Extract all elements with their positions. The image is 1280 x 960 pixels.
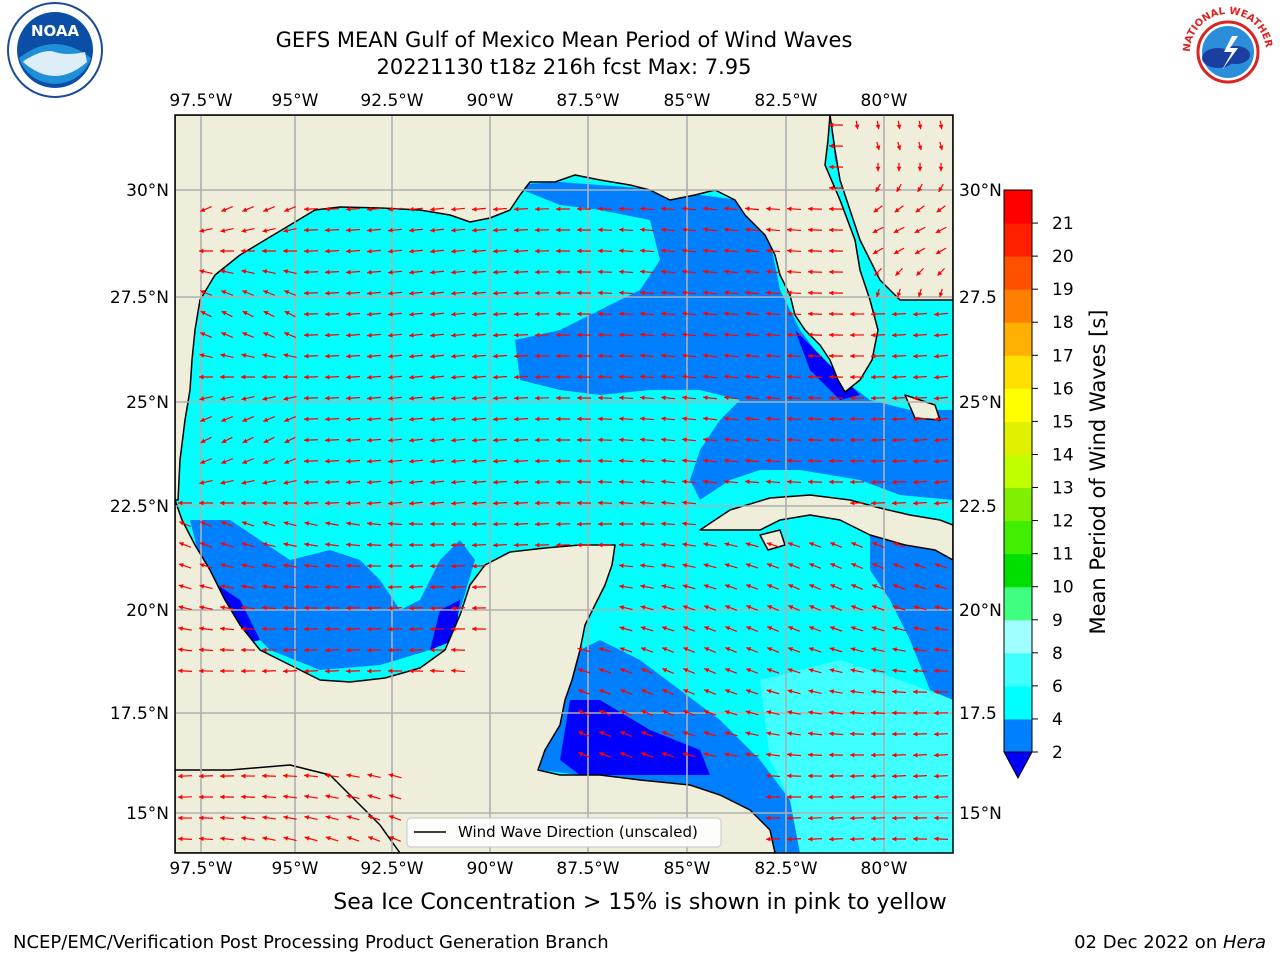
colorbar-tick-label: 19: [1052, 280, 1074, 300]
lon-label-top: 95°W: [272, 91, 319, 111]
contour-2-4s-yucatan-channel: [870, 530, 953, 700]
credit-date: 02 Dec 2022 on: [1074, 932, 1223, 953]
lat-label-left: 30°N: [126, 181, 169, 201]
colorbar-tick-label: 9: [1052, 611, 1063, 631]
lat-label-left: 27.5°N: [110, 288, 169, 308]
colorbar-segment: [1004, 355, 1032, 389]
colorbar: 2 4 6 8 9 10 11 12 13 14 15 16 17 18 19 20 21: [1003, 189, 1074, 780]
lat-label-left: 17.5°N: [110, 704, 169, 724]
lon-label-bottom: 80°W: [861, 859, 908, 879]
lon-label-top: 87.5°W: [556, 91, 619, 111]
colorbar-segment: [1004, 586, 1032, 621]
colorbar-extend-arrow: [1003, 751, 1033, 780]
colorbar-segment: [1004, 223, 1032, 257]
lon-label-bottom: 92.5°W: [360, 859, 423, 879]
colorbar-segment: [1004, 520, 1032, 555]
lon-label-bottom: 90°W: [467, 859, 514, 879]
colorbar-tick-label: 10: [1052, 578, 1074, 598]
colorbar-segment: [1004, 553, 1032, 588]
contour-2-4s-bay-of-campeche: [190, 520, 475, 670]
colorbar-tick-label: 20: [1052, 247, 1074, 267]
credit-date-host: 02 Dec 2022 on Hera: [1074, 932, 1266, 953]
lat-label-right: 15°N: [959, 804, 1002, 824]
colorbar-segment: [1004, 652, 1032, 687]
lat-label-right: 17.5: [959, 704, 997, 724]
lon-label-bottom: 87.5°W: [556, 859, 619, 879]
lat-label-left: 15°N: [126, 804, 169, 824]
lat-label-left: 22.5°N: [110, 497, 169, 517]
legend-label: Wind Wave Direction (unscaled): [458, 823, 698, 841]
colorbar-segment: [1004, 322, 1032, 356]
chart-title-line-2: 20221130 t18z 216h fcst Max: 7.95: [376, 55, 752, 79]
colorbar-tick-label: 4: [1052, 710, 1063, 730]
colorbar-tick-label: 17: [1052, 346, 1074, 366]
lat-label-left: 25°N: [126, 393, 169, 413]
nws-logo: NATIONAL WEATHER SERVICE: [1178, 0, 1275, 97]
land-cuba: [699, 494, 953, 561]
lon-label-top: 82.5°W: [754, 91, 817, 111]
lat-label-right: 25°N: [959, 393, 1002, 413]
lon-label-top: 85°W: [664, 91, 711, 111]
contour-2-4s-eastern-gulf: [510, 182, 953, 500]
colorbar-frame: [1003, 189, 1033, 753]
map-gridlines: [175, 115, 953, 853]
colorbar-tick-label: 21: [1052, 214, 1074, 234]
colorbar-tick-label: 15: [1052, 412, 1074, 432]
colorbar-segment: [1004, 454, 1032, 489]
colorbar-tick-label: 8: [1052, 644, 1063, 664]
lon-label-bottom: 97.5°W: [169, 859, 232, 879]
wind-direction-legend: Wind Wave Direction (unscaled): [406, 817, 722, 848]
noaa-logo-text: NOAA: [31, 22, 80, 40]
land-mexico-central-america: [175, 499, 776, 853]
lon-label-bottom: 82.5°W: [754, 859, 817, 879]
colorbar-tick-label: 14: [1052, 445, 1074, 465]
contour-2-4s-caribbean: [540, 640, 953, 853]
contour-6-8s-caribbean: [760, 660, 953, 853]
colorbar-segment: [1004, 289, 1032, 323]
colorbar-segment: [1004, 619, 1032, 654]
lon-label-top: 90°W: [467, 91, 514, 111]
land-isle-of-youth: [759, 529, 786, 551]
land-masses: [175, 115, 953, 853]
colorbar-tick-label: 18: [1052, 313, 1074, 333]
lon-label-top: 92.5°W: [360, 91, 423, 111]
colorbar-segment: [1004, 388, 1032, 422]
colorbar-segment: [1004, 190, 1032, 224]
credit-branch: NCEP/EMC/Verification Post Processing Pr…: [13, 932, 609, 953]
chart-title-line-1: GEFS MEAN Gulf of Mexico Mean Period of …: [275, 28, 853, 52]
colorbar-tick-label: 2: [1052, 743, 1063, 763]
land-us-gulf-coast: [175, 115, 879, 501]
colorbar-tick-label: 16: [1052, 379, 1074, 399]
colorbar-tick-label: 13: [1052, 479, 1074, 499]
lat-label-left: 20°N: [126, 601, 169, 621]
lon-label-top: 80°W: [861, 91, 908, 111]
colorbar-segment: [1004, 718, 1032, 753]
colorbar-label: Mean Period of Wind Waves [s]: [1086, 310, 1110, 635]
wind-wave-direction-arrows: [177, 120, 949, 842]
land-florida-peninsula: [829, 115, 953, 301]
colorbar-segment: [1004, 421, 1032, 455]
noaa-logo: NOAA: [7, 2, 103, 98]
lon-label-bottom: 95°W: [272, 859, 319, 879]
colorbar-segment: [1004, 256, 1032, 290]
colorbar-segment: [1004, 685, 1032, 720]
lon-label-bottom: 85°W: [664, 859, 711, 879]
colorbar-segment: [1004, 487, 1032, 522]
map-tick-labels: 97.5°W 97.5°W 95°W 95°W 92.5°W 92.5°W 90°W 90°W…: [110, 91, 1002, 879]
lat-label-right: 20°N: [959, 601, 1002, 621]
map-frame: [174, 114, 954, 854]
lat-label-right: 22.5: [959, 497, 997, 517]
sea-ice-note: Sea Ice Concentration > 15% is shown in …: [333, 890, 947, 915]
colorbar-tick-label: 12: [1052, 512, 1074, 532]
lat-label-right: 30°N: [959, 181, 1002, 201]
credit-host: Hera: [1222, 932, 1266, 953]
colorbar-tick-label: 6: [1052, 677, 1063, 697]
colorbar-tick-label: 11: [1052, 545, 1074, 565]
lon-label-top: 97.5°W: [169, 91, 232, 111]
lat-label-right: 27.5: [959, 288, 997, 308]
